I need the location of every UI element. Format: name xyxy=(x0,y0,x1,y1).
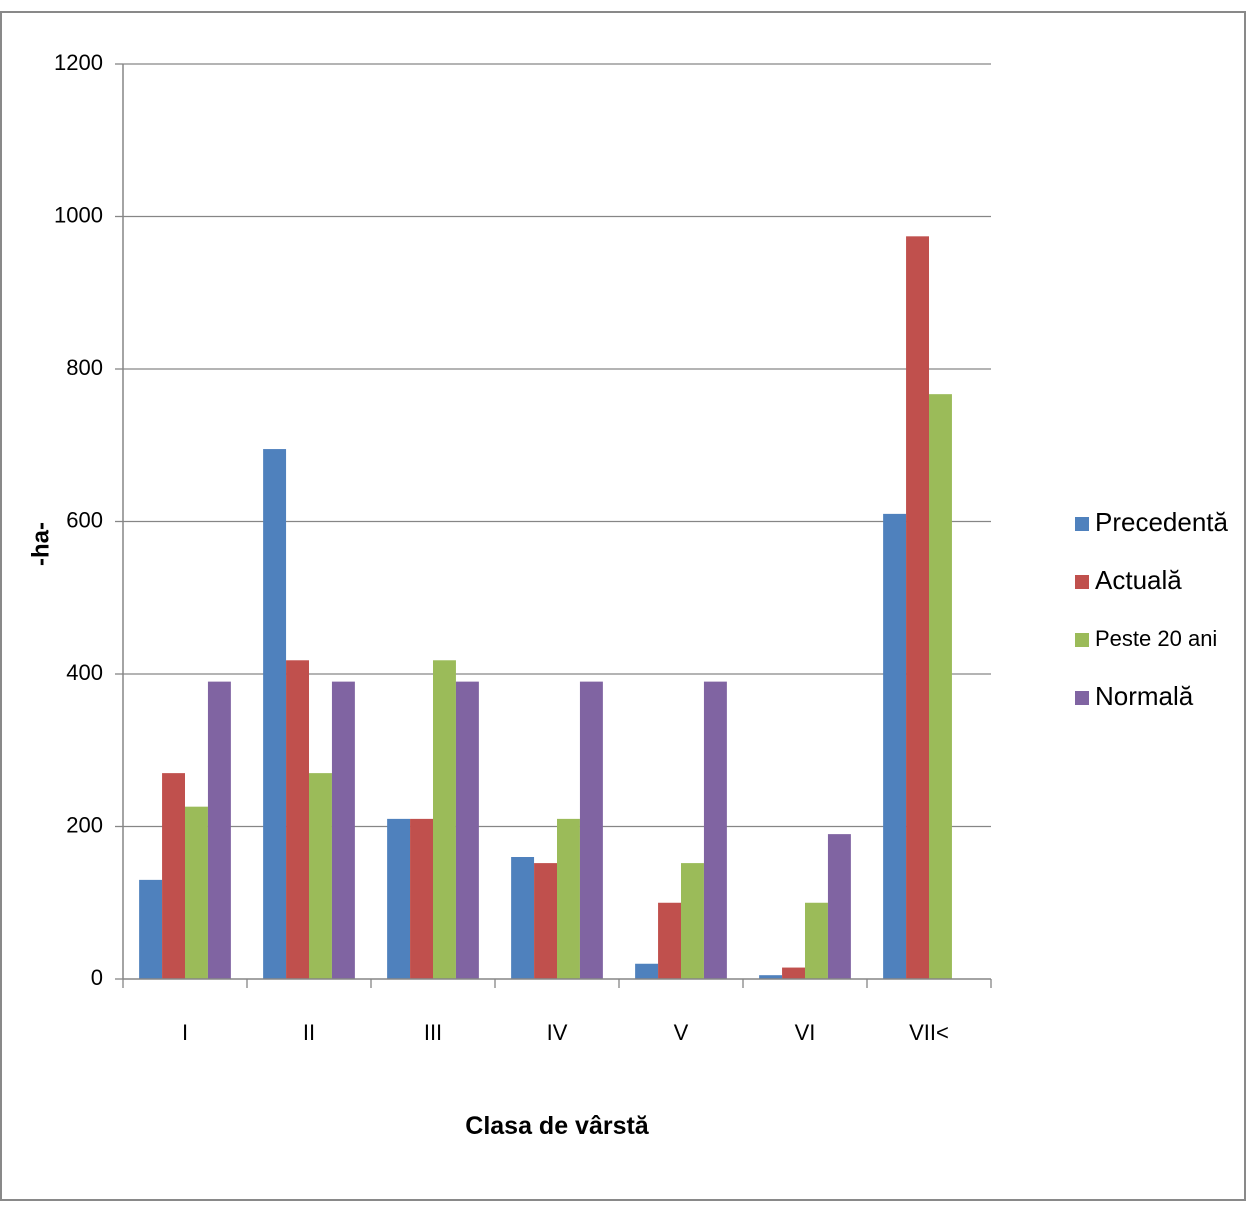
bar xyxy=(162,773,185,979)
bar xyxy=(309,773,332,979)
chart-border xyxy=(0,11,1246,1201)
x-tick-label: IV xyxy=(547,1020,568,1045)
y-tick-label: 400 xyxy=(66,660,103,685)
legend-label: Peste 20 ani xyxy=(1095,626,1217,651)
y-tick-label: 0 xyxy=(91,965,103,990)
bar xyxy=(635,963,659,979)
bar xyxy=(263,449,287,979)
bar xyxy=(827,834,851,979)
x-tick-label: VII< xyxy=(909,1020,949,1045)
bar xyxy=(286,660,309,979)
bar xyxy=(433,660,456,979)
legend-label: Precedentă xyxy=(1095,507,1229,537)
axes xyxy=(115,63,992,988)
bar xyxy=(658,902,681,979)
x-tick-label: I xyxy=(182,1020,188,1045)
legend-label: Actuală xyxy=(1095,565,1182,595)
x-tick-label: II xyxy=(303,1020,315,1045)
y-axis-label: -ha- xyxy=(27,522,54,566)
legend-swatch xyxy=(1075,575,1089,589)
bar xyxy=(185,806,208,979)
legend-swatch xyxy=(1075,517,1089,531)
y-tick-label: 1200 xyxy=(54,50,103,75)
bar xyxy=(511,857,535,979)
legend-swatch xyxy=(1075,633,1089,647)
legend-label: Normală xyxy=(1095,681,1194,711)
bar xyxy=(331,681,355,979)
bar xyxy=(455,681,479,979)
bar xyxy=(883,513,907,979)
bar xyxy=(579,681,603,979)
y-tick-label: 1000 xyxy=(54,202,103,227)
bar xyxy=(387,818,411,979)
bar xyxy=(681,863,704,979)
x-tick-label: VI xyxy=(795,1020,816,1045)
bar xyxy=(139,879,163,979)
bar xyxy=(782,967,805,979)
y-tick-labels: 0 200 400 600 800 1000 1200 xyxy=(54,50,103,990)
bar xyxy=(534,863,557,979)
bar xyxy=(703,681,727,979)
bar xyxy=(557,818,580,979)
y-tick-label: 600 xyxy=(66,507,103,532)
bar xyxy=(759,975,783,979)
x-tick-label: III xyxy=(424,1020,442,1045)
bars xyxy=(139,236,952,980)
bar xyxy=(929,394,952,980)
x-axis-label: Clasa de vârstă xyxy=(465,1112,650,1140)
bar xyxy=(805,902,828,979)
bar xyxy=(906,236,929,979)
bar xyxy=(410,818,433,979)
x-tick-label: V xyxy=(674,1020,689,1045)
legend: Precedentă Actuală Peste 20 ani Normală xyxy=(1075,507,1229,711)
y-tick-label: 800 xyxy=(66,355,103,380)
x-tick-labels: I II III IV V VI VII< xyxy=(182,1020,949,1045)
legend-swatch xyxy=(1075,691,1089,705)
bar xyxy=(207,681,231,979)
y-tick-label: 200 xyxy=(66,812,103,837)
